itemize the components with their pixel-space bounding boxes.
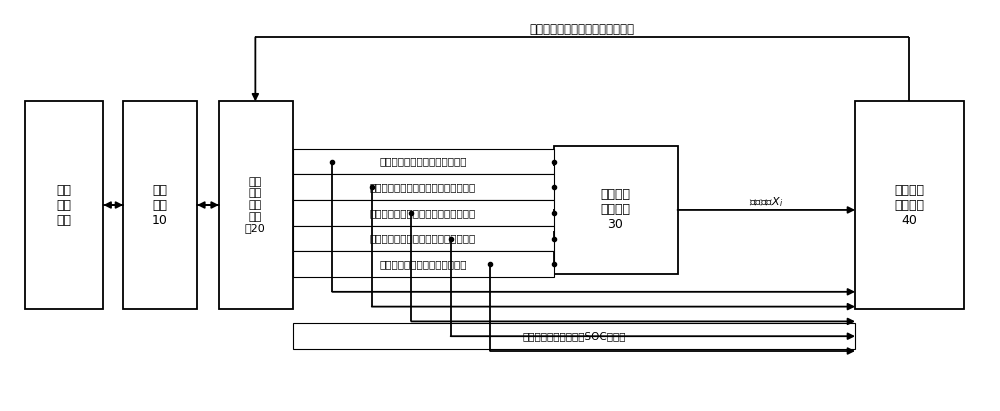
Text: 蚁群算法
控制模块
30: 蚁群算法 控制模块 30 — [600, 188, 630, 231]
Bar — [293, 200, 554, 226]
Text: 各锂电池储能机组可控状态信号: 各锂电池储能机组可控状态信号 — [379, 157, 467, 166]
Bar — [219, 102, 293, 309]
Text: 各锂电池储能机组最大允许充电功率值: 各锂电池储能机组最大允许充电功率值 — [370, 208, 476, 218]
Bar — [293, 174, 554, 200]
Text: 功率分配
控制模块
40: 功率分配 控制模块 40 — [894, 183, 924, 226]
Text: 各锂电池储能机组功率命令值信号: 各锂电池储能机组功率命令值信号 — [529, 23, 634, 36]
Text: 通讯
模块
10: 通讯 模块 10 — [152, 183, 168, 226]
Bar — [293, 323, 855, 349]
Text: 储能电站总功率实时需求值信号: 储能电站总功率实时需求值信号 — [379, 259, 467, 269]
Text: 数据
存储
与管
理模
块20: 数据 存储 与管 理模 块20 — [245, 177, 266, 233]
Text: 各锂电池储能机组电池SOC值信号: 各锂电池储能机组电池SOC值信号 — [522, 331, 626, 341]
Bar — [25, 102, 103, 309]
Text: 各储能机组的最大允许工作功率比例值: 各储能机组的最大允许工作功率比例值 — [370, 233, 476, 244]
Bar — [293, 252, 554, 277]
Text: 各锂电池储能机组最大允许放电功率值: 各锂电池储能机组最大允许放电功率值 — [370, 182, 476, 192]
Bar — [293, 149, 554, 174]
Bar — [554, 146, 678, 274]
Bar — [855, 102, 964, 309]
Bar — [123, 102, 197, 309]
Text: 决策变量$X_i$: 决策变量$X_i$ — [749, 195, 783, 209]
Text: 数据
通讯
网络: 数据 通讯 网络 — [56, 183, 71, 226]
Bar — [293, 226, 554, 252]
